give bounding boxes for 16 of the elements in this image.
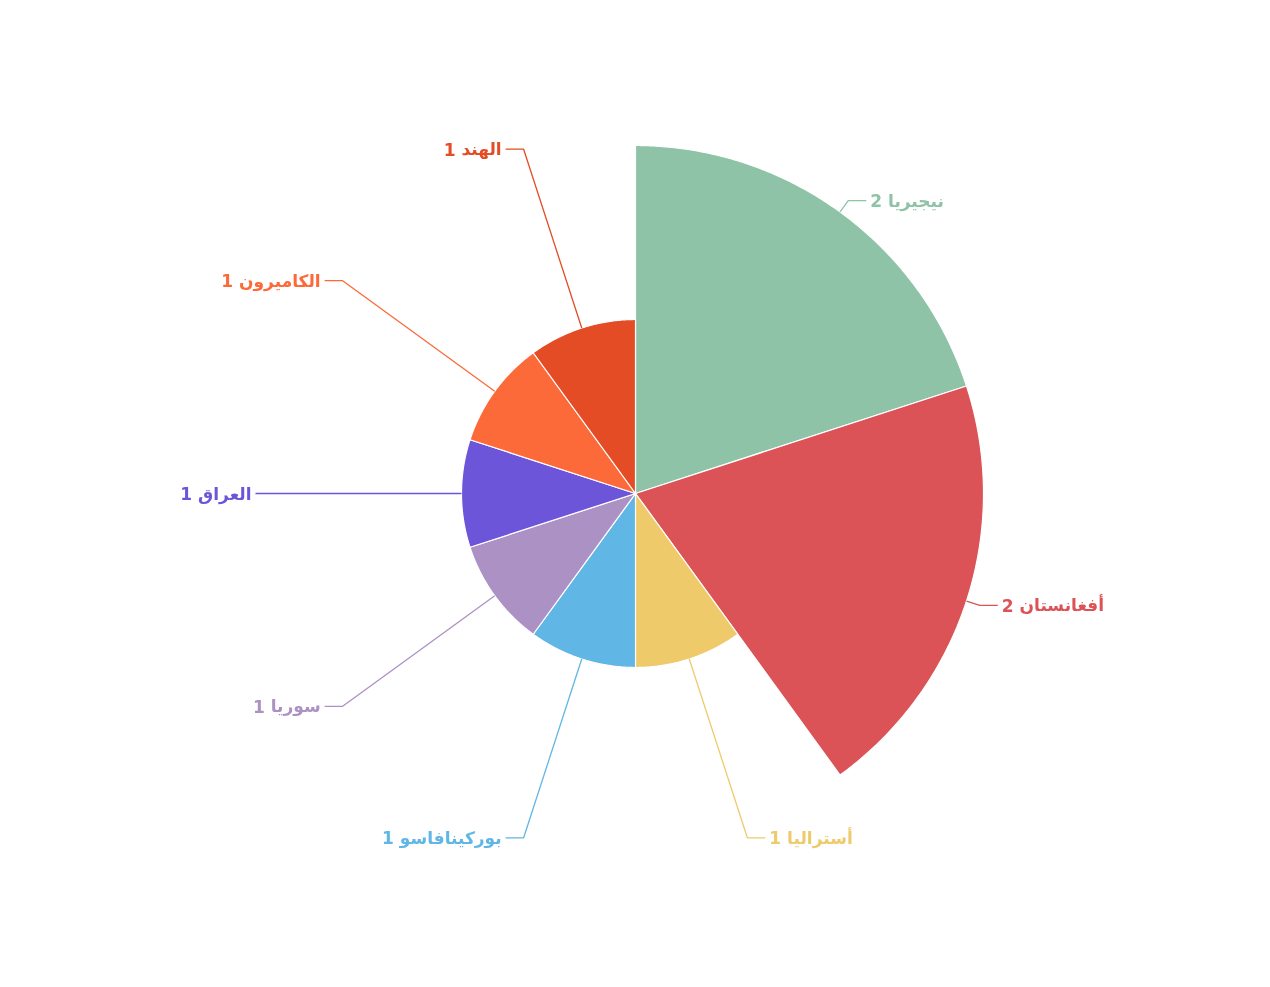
data-label: 1 bbox=[443, 139, 456, 160]
data-label: 1 bbox=[382, 828, 394, 849]
category-label: العراق bbox=[198, 483, 252, 505]
category-label: نيجيريا bbox=[888, 190, 944, 212]
data-label: 1 bbox=[221, 271, 234, 292]
category-label: بوركينافاسو bbox=[398, 827, 502, 849]
data-label: 1 bbox=[769, 828, 782, 849]
data-label: 2 bbox=[870, 191, 883, 212]
data-label: 1 bbox=[180, 484, 193, 504]
data-label: 2 bbox=[1001, 595, 1014, 616]
data-label: 1 bbox=[252, 696, 265, 717]
category-label: سوريا bbox=[270, 696, 321, 718]
category-label: الهند bbox=[461, 139, 502, 161]
category-label: أفغانستان bbox=[1019, 594, 1104, 616]
category-label: أستراليا bbox=[787, 826, 853, 849]
category-label: الكاميرون bbox=[239, 270, 321, 292]
